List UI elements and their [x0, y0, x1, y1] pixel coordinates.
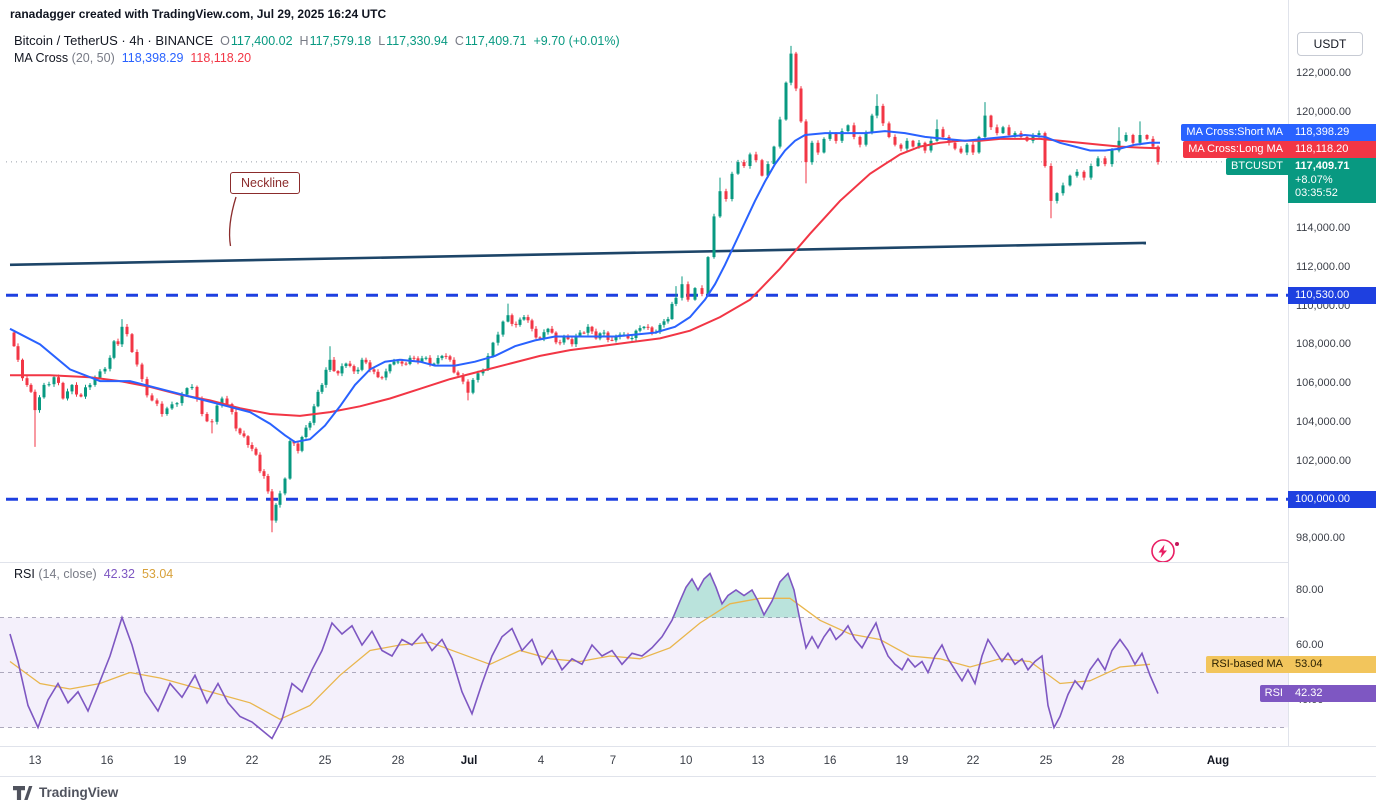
tradingview-logo-icon: [13, 785, 33, 800]
time-tick: 16: [823, 755, 837, 767]
attribution-text: ranadagger created with TradingView.com,…: [10, 7, 387, 21]
time-tick: Aug: [1206, 755, 1230, 767]
time-tick: 7: [609, 755, 617, 767]
time-tick: 4: [537, 755, 545, 767]
time-tick: 13: [751, 755, 765, 767]
price-tick: 122,000.00: [1296, 67, 1352, 79]
rsi-overbought-fill: [10, 573, 1158, 618]
ohlc-close: C117,409.71: [454, 34, 527, 48]
short-ma-20-line[interactable]: [9, 130, 1160, 444]
rsi-ma-price-label: RSI-based MA 53.04: [1206, 655, 1376, 673]
rsi-title: RSI (14, close): [14, 567, 97, 581]
last-price-value: 117,409.71: [1295, 160, 1350, 172]
rsi-tick: 80.00: [1296, 584, 1324, 596]
last-price-label: BTCUSDT 117,409.71 +8.07% 03:35:52: [1226, 158, 1376, 203]
ma-short-value: 118,398.29: [121, 51, 184, 65]
symbol-change: +9.70 (+0.01%): [533, 34, 620, 48]
bottom-bar-separator: [0, 776, 1376, 777]
support-level-label-110530[interactable]: 110,530.00: [1288, 286, 1376, 304]
ohlc-low: L117,330.94: [378, 34, 448, 48]
bar-countdown: 03:35:52: [1295, 187, 1338, 199]
price-tick: 102,000.00: [1296, 454, 1352, 467]
rsi-ma-value: 53.04: [141, 567, 174, 581]
time-tick: 28: [1111, 755, 1125, 767]
lightning-button[interactable]: [1151, 539, 1179, 563]
time-tick: 19: [895, 755, 909, 767]
notification-dot: [1175, 542, 1179, 546]
time-tick: 10: [679, 755, 693, 767]
rsi-value: 42.32: [103, 567, 135, 581]
bottom-toolbar: TradingView: [0, 777, 1376, 808]
support-level-label-100000[interactable]: 100,000.00: [1288, 490, 1376, 508]
time-tick: 19: [173, 755, 187, 767]
time-tick: 16: [100, 755, 114, 767]
candlestick-series: [12, 45, 1160, 533]
ma-cross-title: MA Cross (20, 50): [14, 51, 115, 65]
main-legend: Bitcoin / TetherUS · 4h · BINANCE O117,4…: [14, 33, 620, 48]
time-axis-separator: [0, 746, 1376, 747]
tradingview-logo-text[interactable]: TradingView: [39, 785, 119, 800]
time-tick: 22: [966, 755, 980, 767]
pane-separator[interactable]: [0, 562, 1288, 563]
symbol-title[interactable]: Bitcoin / TetherUS · 4h · BINANCE: [14, 33, 214, 48]
price-tick: 112,000.00: [1296, 260, 1351, 273]
price-tick: 98,000.00: [1296, 532, 1345, 544]
price-axis[interactable]: USDT 122,000.00120,000.00118,000.00116,0…: [1288, 0, 1376, 746]
time-tick: 25: [318, 755, 332, 767]
last-price-change: +8.07%: [1295, 173, 1333, 186]
ma-cross-legend[interactable]: MA Cross (20, 50) 118,398.29 118,118.20: [14, 51, 251, 65]
neckline-annotation-label[interactable]: Neckline: [230, 172, 300, 194]
rsi-ma-line[interactable]: [9, 597, 1151, 721]
price-tick: 114,000.00: [1296, 222, 1351, 234]
time-tick: 25: [1039, 755, 1053, 767]
price-tick: 106,000.00: [1296, 377, 1352, 389]
neckline-trendline[interactable]: [9, 241, 1147, 267]
time-tick: 22: [245, 755, 259, 767]
rsi-line[interactable]: [9, 572, 1159, 740]
rsi-price-label: RSI 42.32: [1259, 685, 1376, 703]
rsi-tick: 60.00: [1296, 639, 1324, 651]
long-ma-price-label: MA Cross:Long MA 118,118.20: [1183, 141, 1376, 158]
currency-toggle-button[interactable]: USDT: [1297, 32, 1363, 56]
time-tick: Jul: [460, 755, 478, 767]
long-ma-50-line[interactable]: [10, 137, 1161, 417]
ohlc-open: O117,400.02: [220, 34, 293, 48]
rsi-legend[interactable]: RSI (14, close) 42.32 53.04: [14, 567, 173, 581]
time-axis[interactable]: 13 16 19 22 25 28 Jul 4 7 10 13 16 19 22 25 28 Aug: [0, 747, 1376, 776]
price-tick: 104,000.00: [1296, 415, 1352, 428]
short-ma-price-label: MA Cross:Short MA 118,398.29: [1181, 124, 1376, 141]
time-tick: 13: [28, 755, 42, 767]
ma-long-value: 118,118.20: [190, 51, 252, 65]
time-tick: 28: [391, 755, 405, 767]
price-tick: 108,000.00: [1296, 338, 1352, 351]
price-tick: 120,000.00: [1296, 105, 1352, 118]
neckline-pointer: [228, 196, 237, 247]
ohlc-high: H117,579.18: [299, 34, 372, 48]
